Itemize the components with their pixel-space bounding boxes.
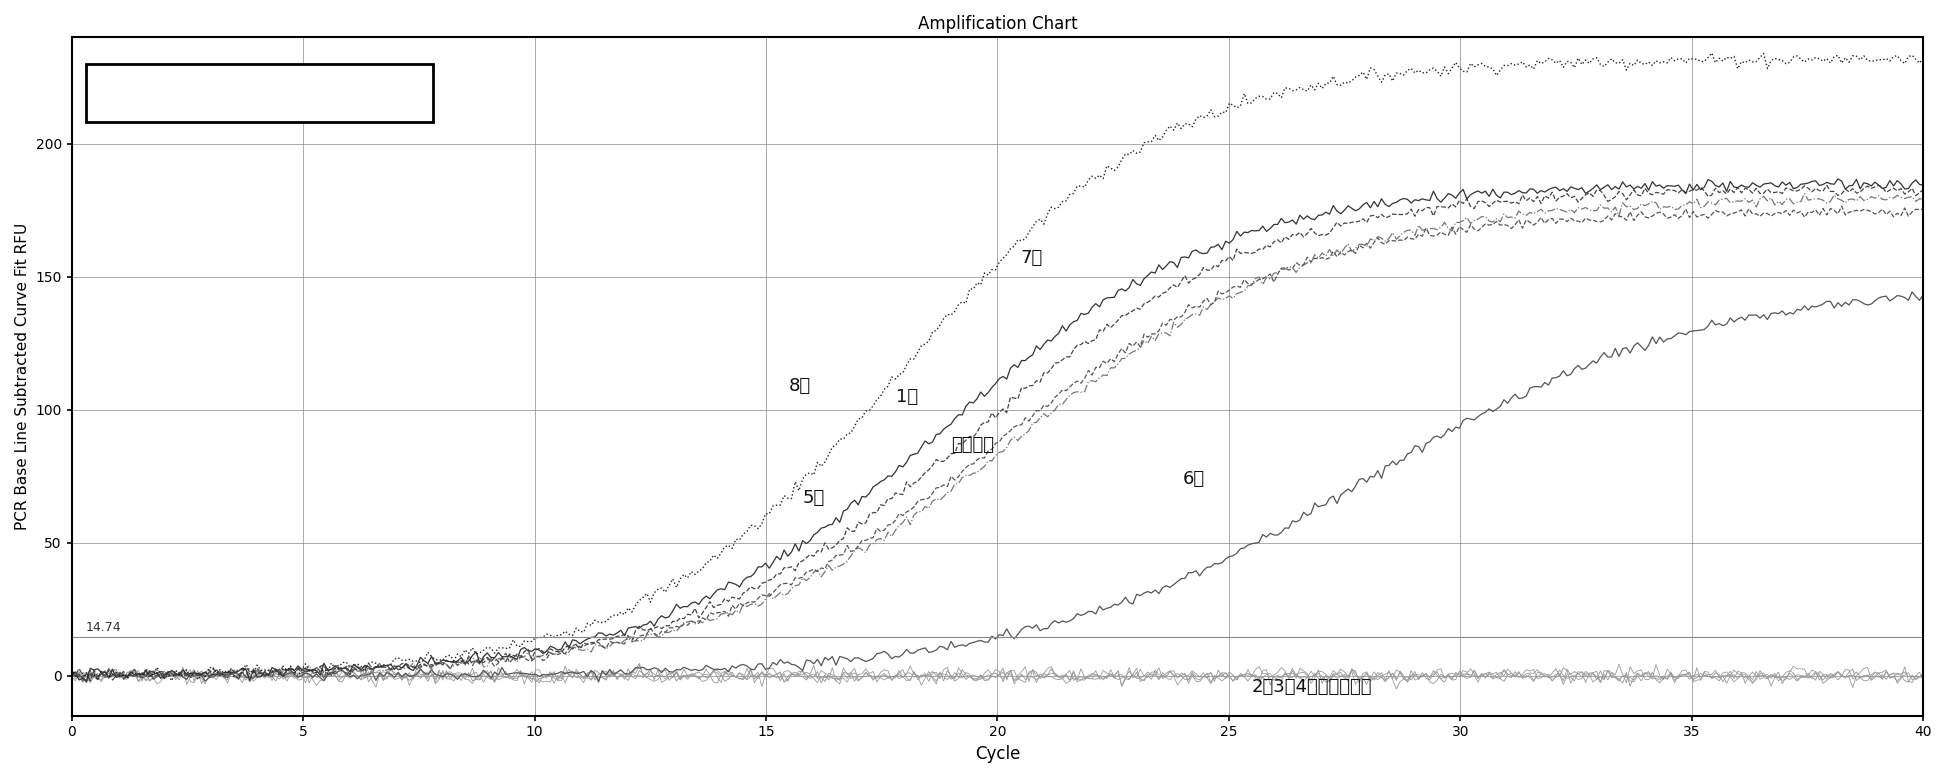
Title: Amplification Chart: Amplification Chart xyxy=(917,15,1077,33)
Text: 2、3、4号，阴性对照: 2、3、4号，阴性对照 xyxy=(1252,678,1373,696)
Text: 14.74: 14.74 xyxy=(86,622,121,634)
Text: 阳性对照: 阳性对照 xyxy=(952,436,995,454)
Text: 1号: 1号 xyxy=(896,387,917,406)
Text: 5号: 5号 xyxy=(802,489,826,507)
Text: 7号: 7号 xyxy=(1020,250,1044,268)
Bar xyxy=(86,64,432,122)
Text: 8号: 8号 xyxy=(789,377,812,395)
X-axis label: Cycle: Cycle xyxy=(975,745,1020,763)
Y-axis label: PCR Base Line Subtracted Curve Fit RFU: PCR Base Line Subtracted Curve Fit RFU xyxy=(16,223,29,530)
Text: 6号: 6号 xyxy=(1182,470,1205,489)
